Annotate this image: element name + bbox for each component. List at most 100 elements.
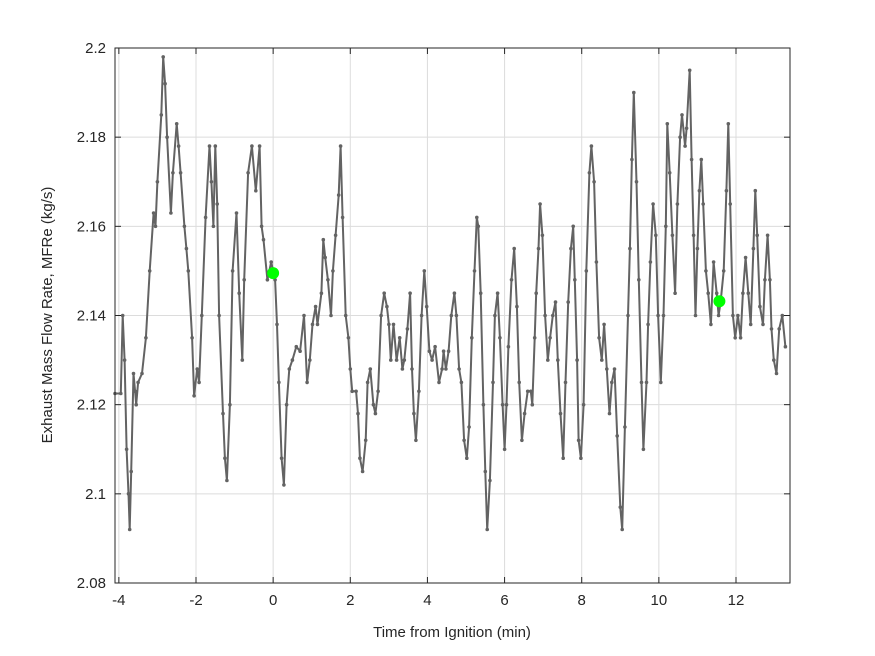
data-point bbox=[182, 224, 187, 229]
data-point bbox=[509, 278, 514, 282]
x-tick-label: 0 bbox=[269, 592, 277, 609]
data-point bbox=[467, 425, 471, 429]
data-point bbox=[217, 313, 221, 318]
data-point bbox=[414, 438, 418, 443]
data-point bbox=[504, 402, 509, 407]
data-point bbox=[279, 456, 284, 461]
data-point bbox=[356, 411, 360, 416]
data-point bbox=[530, 402, 535, 407]
data-point bbox=[174, 122, 179, 126]
data-point bbox=[597, 336, 601, 340]
data-point bbox=[269, 260, 274, 264]
data-point bbox=[134, 402, 138, 407]
data-point bbox=[153, 224, 158, 229]
x-tick-label: 12 bbox=[728, 592, 745, 609]
data-point bbox=[242, 278, 246, 282]
data-point bbox=[678, 135, 682, 139]
data-point bbox=[459, 380, 464, 385]
data-point bbox=[551, 313, 555, 318]
data-point bbox=[169, 211, 173, 215]
data-point bbox=[581, 402, 586, 407]
data-point bbox=[536, 246, 541, 251]
data-point bbox=[529, 389, 533, 394]
data-point bbox=[731, 313, 735, 318]
data-point bbox=[753, 188, 758, 193]
data-point bbox=[714, 291, 719, 296]
data-point bbox=[203, 215, 208, 220]
data-point bbox=[319, 291, 324, 296]
data-point bbox=[340, 215, 345, 220]
data-point bbox=[131, 371, 136, 376]
data-point bbox=[417, 389, 421, 394]
data-point bbox=[569, 246, 573, 251]
data-point bbox=[594, 260, 599, 264]
data-point bbox=[728, 202, 732, 206]
data-point bbox=[576, 438, 581, 443]
data-point bbox=[553, 300, 558, 304]
data-point bbox=[546, 358, 550, 362]
data-point bbox=[186, 269, 191, 273]
data-point bbox=[755, 233, 759, 238]
data-point bbox=[382, 291, 387, 296]
data-point bbox=[211, 224, 216, 229]
data-point bbox=[376, 389, 380, 394]
data-point bbox=[350, 389, 355, 394]
data-point bbox=[405, 327, 410, 331]
data-point bbox=[575, 358, 579, 362]
data-point bbox=[763, 278, 767, 282]
y-tick-label: 2.08 bbox=[77, 575, 106, 592]
data-point bbox=[302, 313, 306, 318]
data-point bbox=[751, 246, 756, 251]
data-point bbox=[561, 456, 565, 461]
data-point bbox=[178, 171, 183, 175]
data-point bbox=[661, 313, 666, 318]
data-point bbox=[563, 380, 568, 385]
data-point bbox=[540, 233, 545, 238]
data-point bbox=[323, 255, 328, 260]
data-point bbox=[394, 358, 399, 362]
data-point bbox=[721, 269, 726, 273]
data-point bbox=[648, 260, 653, 264]
data-point bbox=[127, 527, 132, 532]
data-point bbox=[119, 391, 123, 396]
data-point bbox=[683, 144, 687, 148]
series-line bbox=[115, 55, 787, 531]
data-point bbox=[641, 447, 646, 452]
data-point bbox=[704, 269, 708, 273]
data-point bbox=[385, 304, 389, 309]
data-point bbox=[697, 188, 702, 193]
data-point bbox=[522, 411, 527, 416]
y-tick-label: 2.12 bbox=[77, 397, 106, 414]
data-point bbox=[223, 456, 227, 461]
ticks: -4 -2 0 2 4 6 8 10 12 2.08 2.1 2.12 2.14 2.16 2.18 2.2 bbox=[77, 40, 790, 609]
data-point bbox=[171, 171, 175, 175]
data-point bbox=[589, 144, 594, 148]
x-axis-label: Time from Ignition (min) bbox=[373, 624, 531, 641]
data-point bbox=[140, 371, 144, 376]
data-point bbox=[772, 358, 776, 362]
data-point bbox=[495, 291, 500, 296]
data-point bbox=[275, 322, 279, 327]
data-point bbox=[457, 367, 461, 371]
data-point bbox=[348, 367, 353, 371]
data-point bbox=[684, 126, 689, 131]
data-point bbox=[632, 90, 636, 95]
data-point bbox=[133, 389, 137, 394]
data-point bbox=[308, 358, 312, 362]
data-point bbox=[462, 438, 466, 443]
y-tick-label: 2.18 bbox=[77, 129, 106, 146]
x-tick-label: -4 bbox=[112, 592, 125, 609]
data-point bbox=[706, 291, 710, 296]
data-point bbox=[437, 380, 441, 385]
data-point bbox=[478, 291, 483, 296]
data-point bbox=[427, 349, 432, 354]
data-point bbox=[336, 193, 341, 197]
data-point bbox=[452, 291, 457, 296]
data-point bbox=[623, 425, 627, 429]
data-point bbox=[746, 291, 751, 296]
data-point bbox=[699, 157, 704, 162]
data-point bbox=[254, 188, 258, 193]
data-point bbox=[259, 224, 264, 229]
data-point bbox=[313, 304, 318, 309]
